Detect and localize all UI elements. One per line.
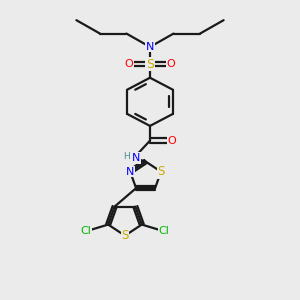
Text: N: N bbox=[126, 167, 134, 177]
Text: S: S bbox=[146, 58, 154, 71]
Text: N: N bbox=[146, 42, 154, 52]
Text: S: S bbox=[121, 229, 129, 242]
Text: H: H bbox=[123, 152, 130, 161]
Text: O: O bbox=[124, 59, 133, 69]
Text: O: O bbox=[168, 136, 176, 146]
Text: Cl: Cl bbox=[81, 226, 92, 236]
Text: Cl: Cl bbox=[158, 226, 169, 236]
Text: S: S bbox=[157, 165, 165, 178]
Text: N: N bbox=[132, 153, 140, 163]
Text: O: O bbox=[167, 59, 176, 69]
